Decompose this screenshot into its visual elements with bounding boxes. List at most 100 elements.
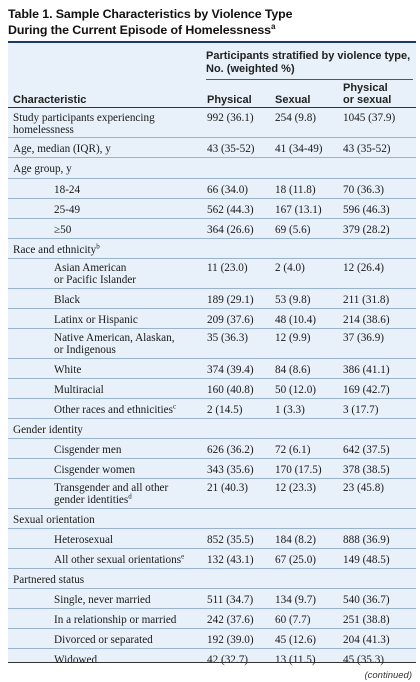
table-row: Heterosexual 852 (35.5) 184 (8.2) 888 (36.9… [8, 530, 416, 550]
table-row: All other sexual orientationse 132 (43.1)… [8, 550, 416, 570]
physical-value: 11 (23.0) [207, 262, 248, 274]
row-separator [8, 157, 416, 158]
top-rule [8, 41, 416, 43]
table-header: Participants stratified by violence type… [8, 43, 416, 109]
sexual-value: 41 (34-49) [275, 143, 323, 155]
table-row: Race and ethnicityb [8, 240, 416, 260]
physical-or-sexual-value: 3 (17.7) [343, 404, 379, 416]
row-label: Gender identity [13, 424, 83, 436]
sexual-value: 170 (17.5) [275, 464, 322, 476]
physical-value: 992 (36.1) [207, 112, 254, 124]
physical-value: 242 (37.6) [207, 614, 254, 626]
physical-value: 21 (40.3) [207, 482, 249, 494]
row-label: Other races and ethnicitiesc [54, 402, 177, 416]
row-separator [8, 568, 416, 569]
row-separator [8, 628, 416, 629]
row-separator [8, 238, 416, 239]
table-row: 25-49 562 (44.3) 167 (13.1) 596 (46.3) [8, 200, 416, 220]
row-separator [8, 548, 416, 549]
row-separator [8, 528, 416, 529]
sexual-value: 134 (9.7) [275, 594, 317, 606]
row-separator [8, 198, 416, 199]
row-label: Black [54, 294, 81, 306]
row-separator [8, 588, 416, 589]
sexual-value: 53 (9.8) [275, 294, 311, 306]
physical-column-header: Physical [207, 94, 252, 106]
physical-or-sexual-value: 169 (42.7) [343, 384, 390, 396]
table-row: Study participants experiencing homelessn… [8, 110, 416, 136]
physical-value: 42 (32.7) [207, 654, 249, 666]
row-label: 18-24 [54, 184, 81, 196]
row-separator [8, 478, 416, 479]
table-row: ≥50 364 (26.6) 69 (5.6) 379 (28.2) [8, 220, 416, 240]
sexual-value: 50 (12.0) [275, 384, 317, 396]
physical-or-sexual-column-header: Physical or sexual [343, 82, 392, 106]
physical-or-sexual-value: 378 (38.5) [343, 464, 390, 476]
row-label: Widowed [54, 654, 98, 666]
row-label: Cisgender women [54, 464, 136, 476]
footnote-marker: a [270, 21, 276, 31]
physical-or-sexual-value: 45 (35.3) [343, 654, 385, 666]
sexual-value: 84 (8.6) [275, 364, 311, 376]
table-row: Single, never married 511 (34.7) 134 (9.7)… [8, 590, 416, 610]
row-separator [8, 308, 416, 309]
sexual-value: 184 (8.2) [275, 534, 317, 546]
sexual-value: 167 (13.1) [275, 204, 322, 216]
row-label: Age group, y [13, 163, 72, 175]
row-separator [8, 608, 416, 609]
table-row: White 374 (39.4) 84 (8.6) 386 (41.1) [8, 360, 416, 380]
row-label: Heterosexual [54, 534, 114, 546]
header-rule [8, 107, 416, 108]
footnote-marker: b [96, 242, 100, 251]
physical-value: 160 (40.8) [207, 384, 254, 396]
sexual-value: 1 (3.3) [275, 404, 305, 416]
row-label: Native American, Alaskan, or Indigenous [54, 332, 175, 356]
row-label: Latinx or Hispanic [54, 314, 138, 326]
row-separator [8, 378, 416, 379]
row-separator [8, 358, 416, 359]
sexual-value: 12 (23.3) [275, 482, 317, 494]
table-row: Age, median (IQR), y 43 (35-52) 41 (34-49)… [8, 139, 416, 159]
row-separator [8, 458, 416, 459]
table-row: Divorced or separated 192 (39.0) 45 (12.6)… [8, 630, 416, 650]
continued-note: (continued) [364, 670, 412, 681]
physical-or-sexual-value: 204 (41.3) [343, 634, 390, 646]
table-title-line-2: During the Current Episode of Homelessne… [8, 21, 276, 37]
sexual-value: 67 (25.0) [275, 554, 317, 566]
physical-or-sexual-value: 386 (41.1) [343, 364, 390, 376]
sexual-value: 12 (9.9) [275, 332, 311, 344]
sexual-value: 60 (7.7) [275, 614, 311, 626]
row-separator [8, 398, 416, 399]
physical-or-sexual-value: 214 (38.6) [343, 314, 390, 326]
table-title-line-1: Table 1. Sample Characteristics by Viole… [8, 7, 293, 21]
row-label: Sexual orientation [13, 514, 95, 526]
physical-or-sexual-value: 149 (48.5) [343, 554, 390, 566]
row-label: White [54, 364, 82, 376]
physical-or-sexual-value: 23 (45.8) [343, 482, 385, 494]
physical-value: 35 (36.3) [207, 332, 249, 344]
row-label: In a relationship or married [54, 614, 177, 626]
characteristic-column-header: Characteristic [13, 94, 87, 106]
row-separator [8, 418, 416, 419]
physical-value: 43 (35-52) [207, 143, 255, 155]
footnote-marker: c [172, 402, 177, 411]
row-separator [8, 258, 416, 259]
physical-or-sexual-value: 211 (31.8) [343, 294, 390, 306]
physical-value: 852 (35.5) [207, 534, 254, 546]
column-group-header: Participants stratified by violence type… [206, 50, 411, 75]
table-row: Cisgender women 343 (35.6) 170 (17.5) 378 (… [8, 460, 416, 480]
physical-value: 209 (37.6) [207, 314, 254, 326]
table-title: Table 1. Sample Characteristics by Viole… [8, 6, 412, 38]
physical-or-sexual-value: 888 (36.9) [343, 534, 390, 546]
physical-or-sexual-value: 596 (46.3) [343, 204, 390, 216]
table-row: Multiracial 160 (40.8) 50 (12.0) 169 (42.7) [8, 380, 416, 400]
row-label: Cisgender men [54, 444, 122, 456]
physical-value: 626 (36.2) [207, 444, 254, 456]
footnote-marker: d [128, 492, 132, 501]
sexual-column-header: Sexual [275, 94, 311, 106]
table-row: Latinx or Hispanic 209 (37.6) 48 (10.4) 214… [8, 310, 416, 330]
row-separator [8, 508, 416, 509]
row-separator [8, 648, 416, 649]
row-separator [8, 438, 416, 439]
table-row: Black 189 (29.1) 53 (9.8) 211 (31.8) [8, 290, 416, 310]
